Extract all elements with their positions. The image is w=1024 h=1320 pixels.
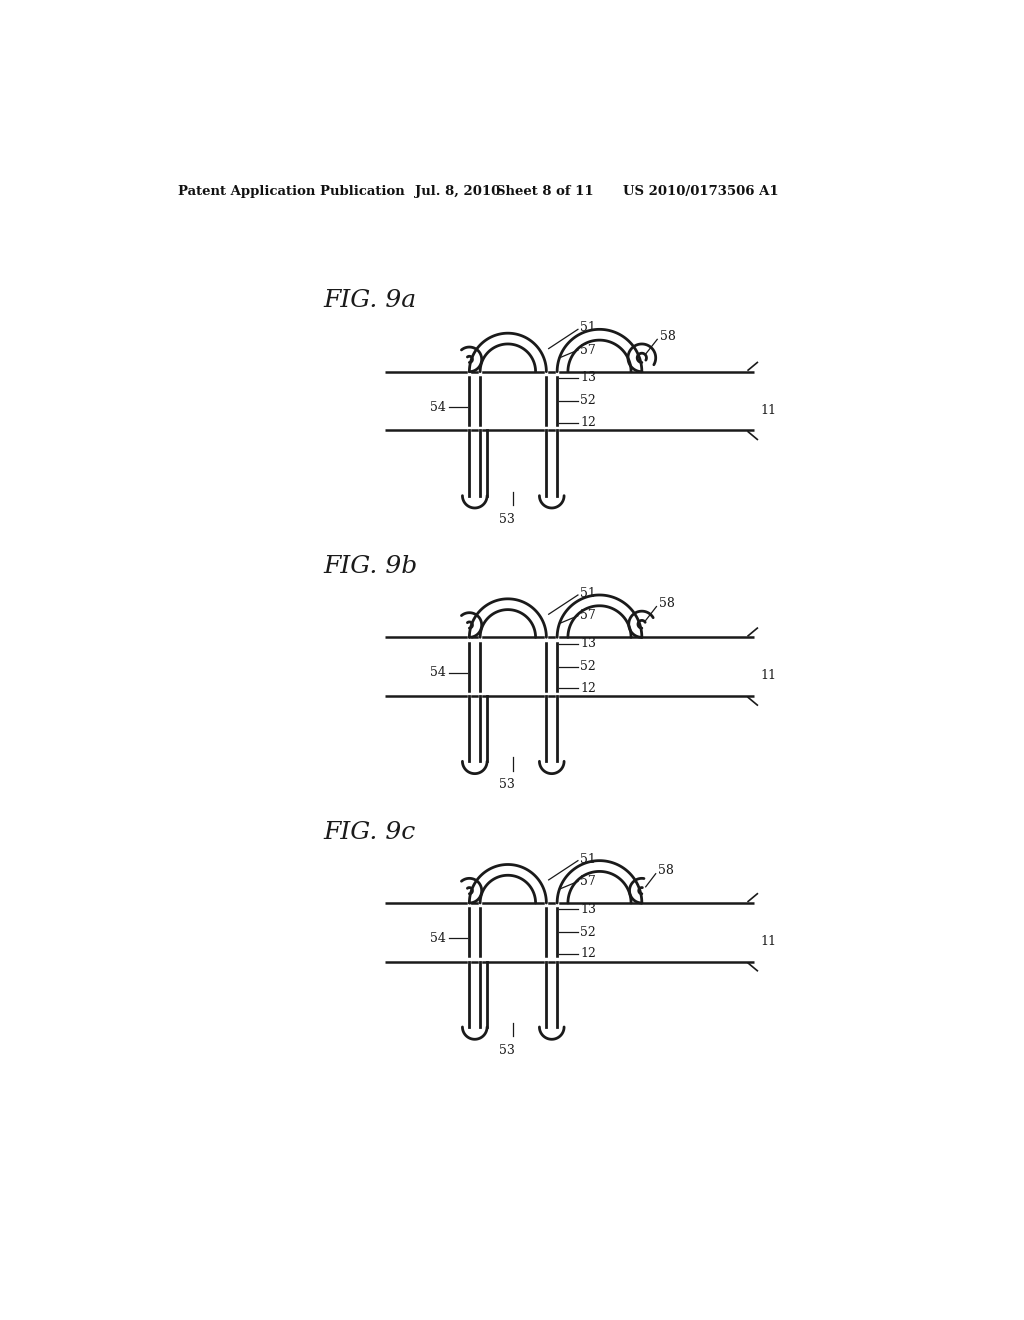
Text: 12: 12: [581, 681, 596, 694]
Text: 51: 51: [581, 587, 596, 601]
Text: 11: 11: [761, 935, 776, 948]
Text: FIG. 9c: FIG. 9c: [323, 821, 416, 843]
Text: 51: 51: [581, 853, 596, 866]
Text: 54: 54: [430, 400, 446, 413]
Text: 58: 58: [658, 865, 674, 878]
Text: 13: 13: [581, 371, 596, 384]
Text: 58: 58: [658, 597, 675, 610]
Text: Patent Application Publication: Patent Application Publication: [178, 185, 406, 198]
Text: Jul. 8, 2010: Jul. 8, 2010: [416, 185, 501, 198]
Text: 52: 52: [581, 925, 596, 939]
Text: 53: 53: [499, 779, 515, 791]
Text: 13: 13: [581, 903, 596, 916]
Text: FIG. 9a: FIG. 9a: [323, 289, 416, 313]
Text: 54: 54: [430, 932, 446, 945]
Text: 58: 58: [659, 330, 676, 343]
Text: 53: 53: [499, 512, 515, 525]
Text: 12: 12: [581, 948, 596, 961]
Text: 53: 53: [499, 1044, 515, 1057]
Text: 51: 51: [581, 321, 596, 334]
Text: 57: 57: [581, 610, 596, 622]
Text: 13: 13: [581, 638, 596, 649]
Text: 57: 57: [581, 343, 596, 356]
Text: 54: 54: [430, 667, 446, 680]
Text: 11: 11: [761, 404, 776, 417]
Text: 52: 52: [581, 660, 596, 673]
Text: Sheet 8 of 11: Sheet 8 of 11: [497, 185, 594, 198]
Text: US 2010/0173506 A1: US 2010/0173506 A1: [624, 185, 779, 198]
Text: 12: 12: [581, 416, 596, 429]
Text: 52: 52: [581, 395, 596, 408]
Text: 11: 11: [761, 669, 776, 682]
Text: 57: 57: [581, 875, 596, 888]
Text: FIG. 9b: FIG. 9b: [323, 554, 418, 578]
